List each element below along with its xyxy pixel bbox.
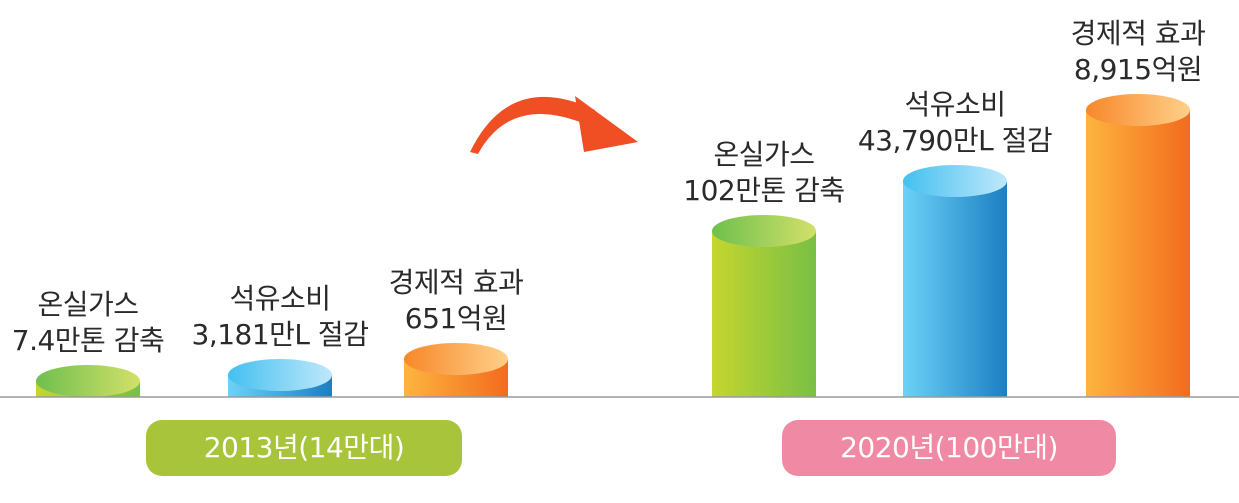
bar-top xyxy=(36,365,140,397)
bar-green-0 xyxy=(36,365,140,397)
curved-arrow-body xyxy=(470,96,595,154)
bar-label-line1: 경제적 효과 xyxy=(388,266,524,299)
bar-top xyxy=(903,165,1007,197)
bar-label-line2: 43,790만L 절감 xyxy=(857,124,1053,157)
bar-label: 경제적 효과 651억원 xyxy=(346,265,566,337)
bar-label-line1: 경제적 효과 xyxy=(1070,17,1206,50)
bar-label-line2: 102만톤 감축 xyxy=(683,174,845,207)
bar-blue-0 xyxy=(228,359,332,397)
bar-label-line1: 석유소비 xyxy=(229,282,331,315)
bar-body xyxy=(903,181,1007,397)
bar-label-line2: 651억원 xyxy=(404,302,508,335)
bar-label: 석유소비 3,181만L 절감 xyxy=(170,281,390,353)
bar-label: 온실가스 7.4만톤 감축 xyxy=(0,287,198,359)
bar-body xyxy=(712,231,816,397)
bar-label-line1: 온실가스 xyxy=(713,138,815,171)
bar-label-line1: 석유소비 xyxy=(904,88,1006,121)
bar-top xyxy=(712,215,816,247)
bar-label: 석유소비 43,790만L 절감 xyxy=(845,87,1065,159)
bar-blue-1 xyxy=(903,165,1007,397)
bar-label: 경제적 효과 8,915억원 xyxy=(1028,16,1239,88)
bar-label-line2: 8,915억원 xyxy=(1073,53,1203,86)
bar-green-1 xyxy=(712,215,816,397)
bar-label-line2: 7.4만톤 감축 xyxy=(11,324,165,357)
bar-label-line1: 온실가스 xyxy=(37,288,139,321)
bar-orange-0 xyxy=(404,343,508,397)
bar-body xyxy=(1086,110,1190,397)
bar-top xyxy=(228,359,332,391)
bars-layer xyxy=(36,94,1190,397)
group-label-pill: 2020년(100만대) xyxy=(782,420,1116,476)
curved-arrow-head xyxy=(575,96,638,152)
bar-label: 온실가스 102만톤 감축 xyxy=(654,137,874,209)
bar-top xyxy=(1086,94,1190,126)
curved-arrow xyxy=(470,96,638,154)
bar-label-line2: 3,181만L 절감 xyxy=(191,318,369,351)
group-label-pill: 2013년(14만대) xyxy=(146,420,462,476)
bar-top xyxy=(404,343,508,375)
bar-orange-1 xyxy=(1086,94,1190,397)
